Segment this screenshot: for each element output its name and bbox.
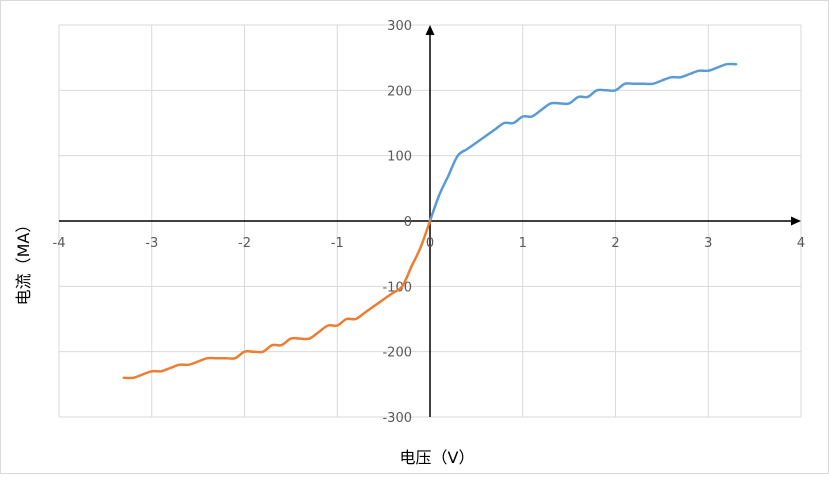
y-axis-arrow-icon — [425, 25, 435, 35]
x-axis-arrow-icon — [791, 216, 801, 226]
x-tick-label: -3 — [145, 236, 158, 251]
y-tick-label: 0 — [404, 215, 412, 230]
y-tick-label: 200 — [387, 84, 412, 99]
x-tick-label: -4 — [53, 236, 66, 251]
y-tick-label: -200 — [382, 346, 412, 361]
x-tick-label: 0 — [426, 236, 434, 251]
x-tick-label: 2 — [611, 236, 619, 251]
x-tick-label: 4 — [797, 236, 805, 251]
y-axis-title: 电流（MA） — [14, 217, 33, 306]
y-tick-label: -300 — [382, 411, 412, 426]
x-tick-label: -2 — [238, 236, 251, 251]
series-line-2 — [122, 219, 432, 380]
x-tick-label: -1 — [331, 236, 344, 251]
y-tick-label: 100 — [387, 150, 412, 165]
data-series — [122, 62, 738, 380]
y-tick-label: -100 — [382, 280, 412, 295]
y-tick-label: 300 — [387, 19, 412, 34]
x-tick-label: 1 — [519, 236, 527, 251]
series-line-1 — [428, 62, 738, 223]
x-axis-title: 电压（V） — [400, 448, 475, 467]
x-tick-label: 3 — [704, 236, 712, 251]
tick-labels: -4 -3 -2 -1 0 1 2 3 4 -300 -200 -100 0 100 200 300 — [53, 19, 806, 426]
